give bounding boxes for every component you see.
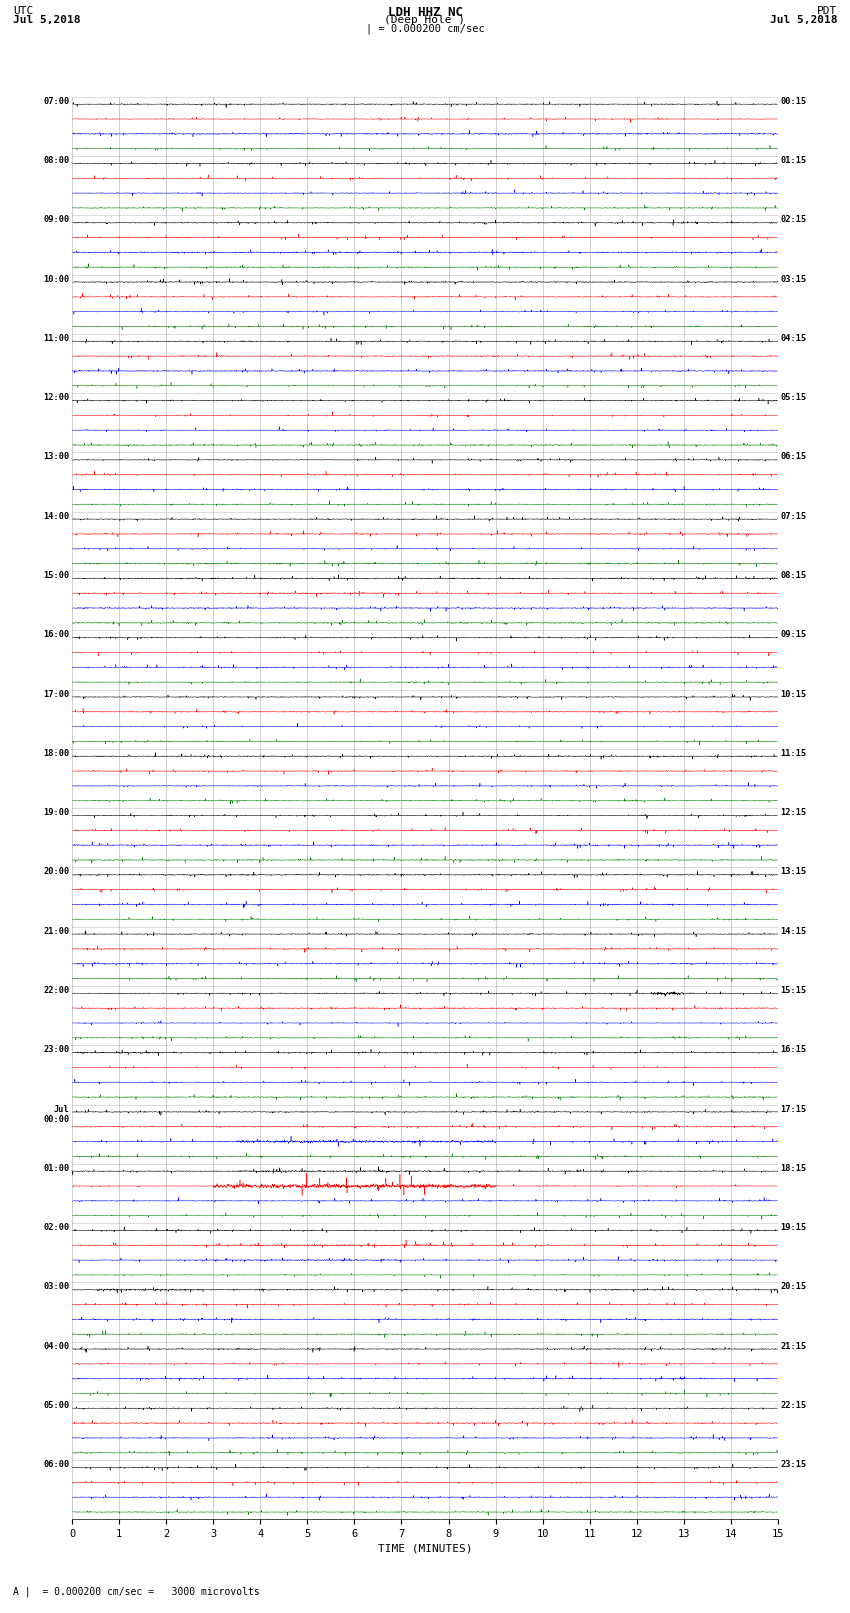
Text: 14:15: 14:15 bbox=[780, 926, 807, 936]
Text: 06:15: 06:15 bbox=[780, 453, 807, 461]
Text: 18:00: 18:00 bbox=[43, 748, 70, 758]
Text: 11:00: 11:00 bbox=[43, 334, 70, 344]
Text: 04:00: 04:00 bbox=[43, 1342, 70, 1350]
Text: 05:15: 05:15 bbox=[780, 394, 807, 402]
Text: 07:15: 07:15 bbox=[780, 511, 807, 521]
Text: 00:15: 00:15 bbox=[780, 97, 807, 106]
Text: 23:00: 23:00 bbox=[43, 1045, 70, 1055]
Text: 03:00: 03:00 bbox=[43, 1282, 70, 1292]
Text: 14:00: 14:00 bbox=[43, 511, 70, 521]
Text: 10:00: 10:00 bbox=[43, 274, 70, 284]
Text: 15:15: 15:15 bbox=[780, 986, 807, 995]
Text: Jul
00:00: Jul 00:00 bbox=[43, 1105, 70, 1124]
Text: 09:00: 09:00 bbox=[43, 215, 70, 224]
Text: LDH HHZ NC: LDH HHZ NC bbox=[388, 5, 462, 19]
Text: 08:00: 08:00 bbox=[43, 156, 70, 165]
Text: 16:15: 16:15 bbox=[780, 1045, 807, 1055]
Text: 02:15: 02:15 bbox=[780, 215, 807, 224]
Text: | = 0.000200 cm/sec: | = 0.000200 cm/sec bbox=[366, 23, 484, 34]
Text: 06:00: 06:00 bbox=[43, 1460, 70, 1469]
Text: 21:15: 21:15 bbox=[780, 1342, 807, 1350]
Text: 16:00: 16:00 bbox=[43, 631, 70, 639]
Text: 20:00: 20:00 bbox=[43, 868, 70, 876]
Text: 22:15: 22:15 bbox=[780, 1400, 807, 1410]
Text: 22:00: 22:00 bbox=[43, 986, 70, 995]
Text: 02:00: 02:00 bbox=[43, 1223, 70, 1232]
Text: 20:15: 20:15 bbox=[780, 1282, 807, 1292]
Text: Jul 5,2018: Jul 5,2018 bbox=[770, 15, 837, 24]
Text: 04:15: 04:15 bbox=[780, 334, 807, 344]
Text: UTC: UTC bbox=[13, 5, 33, 16]
X-axis label: TIME (MINUTES): TIME (MINUTES) bbox=[377, 1544, 473, 1553]
Text: 19:00: 19:00 bbox=[43, 808, 70, 818]
Text: 18:15: 18:15 bbox=[780, 1165, 807, 1173]
Text: 05:00: 05:00 bbox=[43, 1400, 70, 1410]
Text: 15:00: 15:00 bbox=[43, 571, 70, 581]
Text: 08:15: 08:15 bbox=[780, 571, 807, 581]
Text: 17:15: 17:15 bbox=[780, 1105, 807, 1113]
Text: 13:15: 13:15 bbox=[780, 868, 807, 876]
Text: 10:15: 10:15 bbox=[780, 690, 807, 698]
Text: 09:15: 09:15 bbox=[780, 631, 807, 639]
Text: 07:00: 07:00 bbox=[43, 97, 70, 106]
Text: 01:00: 01:00 bbox=[43, 1165, 70, 1173]
Text: 01:15: 01:15 bbox=[780, 156, 807, 165]
Text: PDT: PDT bbox=[817, 5, 837, 16]
Text: A |  = 0.000200 cm/sec =   3000 microvolts: A | = 0.000200 cm/sec = 3000 microvolts bbox=[13, 1586, 259, 1597]
Text: 13:00: 13:00 bbox=[43, 453, 70, 461]
Text: 17:00: 17:00 bbox=[43, 690, 70, 698]
Text: (Deep Hole ): (Deep Hole ) bbox=[384, 15, 466, 24]
Text: 03:15: 03:15 bbox=[780, 274, 807, 284]
Text: 12:15: 12:15 bbox=[780, 808, 807, 818]
Text: 19:15: 19:15 bbox=[780, 1223, 807, 1232]
Text: 23:15: 23:15 bbox=[780, 1460, 807, 1469]
Text: 11:15: 11:15 bbox=[780, 748, 807, 758]
Text: 12:00: 12:00 bbox=[43, 394, 70, 402]
Text: 21:00: 21:00 bbox=[43, 926, 70, 936]
Text: Jul 5,2018: Jul 5,2018 bbox=[13, 15, 80, 24]
